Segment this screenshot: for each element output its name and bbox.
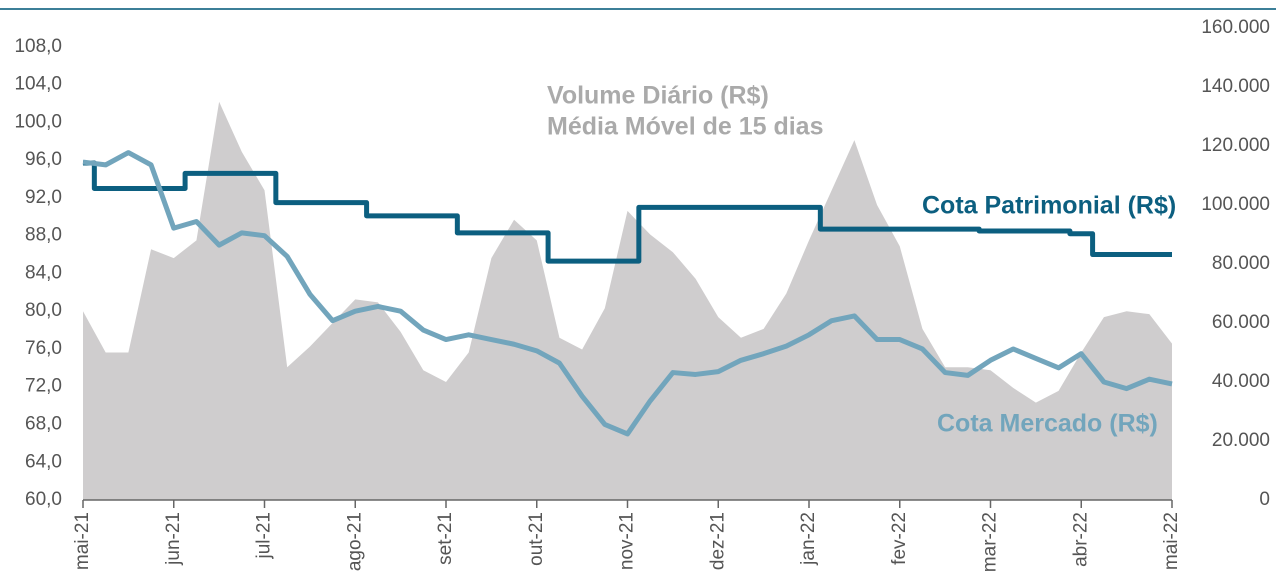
x-tick-label: mai-21 (72, 512, 93, 570)
x-tick-label: abr-22 (1070, 512, 1091, 567)
y-tick-label: 100,0 (14, 111, 62, 132)
x-tick-label: mar-22 (980, 512, 1001, 572)
volume-area (83, 101, 1172, 500)
y2-tick-label: 40.000 (1212, 371, 1270, 392)
x-tick-label: ago-21 (344, 512, 365, 571)
y-tick-label: 88,0 (25, 225, 62, 246)
x-tick-label: mai-22 (1161, 512, 1182, 570)
cota-mercado-line (82, 150, 1173, 437)
x-tick-label: out-21 (526, 512, 547, 566)
legend-label: Cota Patrimonial (R$) (922, 192, 1176, 220)
y2-tick-label: 160.000 (1201, 17, 1270, 38)
y-tick-label: 84,0 (25, 262, 62, 283)
y2-tick-label: 80.000 (1212, 253, 1270, 274)
x-tick-label: fev-22 (889, 512, 910, 565)
y-tick-label: 72,0 (25, 376, 62, 397)
y-tick-label: 64,0 (25, 451, 62, 472)
x-tick-label: nov-21 (617, 512, 638, 570)
y2-tick-label: 0 (1259, 489, 1270, 510)
x-tick-label: jun-21 (163, 512, 184, 566)
y-tick-label: 92,0 (25, 187, 62, 208)
y2-tick-label: 60.000 (1212, 312, 1270, 333)
y2-tick-label: 120.000 (1201, 135, 1270, 156)
y-tick-label: 104,0 (14, 74, 62, 95)
legend-label: Volume Diário (R$) (547, 82, 769, 110)
y2-tick-label: 100.000 (1201, 194, 1270, 215)
y-tick-label: 96,0 (25, 149, 62, 170)
y2-tick-label: 140.000 (1201, 76, 1270, 97)
y-tick-label: 68,0 (25, 413, 62, 434)
legend-label: Cota Mercado (R$) (937, 410, 1158, 438)
x-tick-label: set-21 (435, 512, 456, 565)
y-tick-label: 80,0 (25, 300, 62, 321)
y-tick-label: 76,0 (25, 338, 62, 359)
x-tick-label: jul-21 (254, 512, 275, 559)
annotation: Média Móvel de 15 dias (547, 113, 824, 141)
y2-tick-label: 20.000 (1212, 430, 1270, 451)
y-tick-label: 60,0 (25, 489, 62, 510)
x-tick-label: dez-21 (707, 512, 728, 570)
x-tick-label: jan-22 (798, 512, 819, 566)
y-tick-label: 108,0 (14, 36, 62, 57)
cota-patrimonial-line (83, 160, 1172, 264)
